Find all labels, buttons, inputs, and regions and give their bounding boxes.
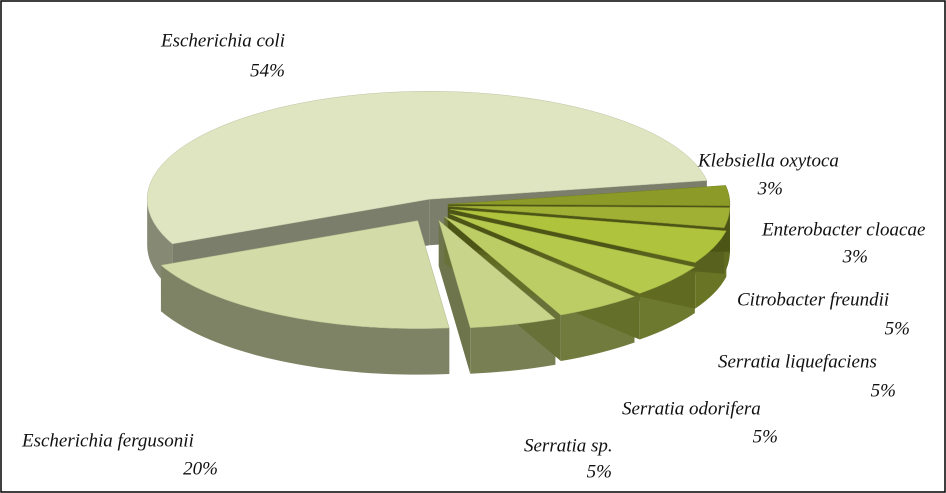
slice-tops (146, 91, 731, 329)
slice (438, 219, 556, 329)
slice (447, 185, 731, 206)
slice (160, 220, 450, 329)
value-label: 5% (587, 461, 612, 482)
value-label: 3% (757, 178, 783, 199)
value-label: 20% (183, 458, 218, 479)
value-label: 54% (250, 60, 285, 81)
slice (447, 205, 731, 229)
slice-wall (160, 265, 450, 375)
slice (146, 91, 708, 245)
slice-label: Escherichia coli (160, 30, 285, 51)
slice (449, 213, 696, 294)
value-label: 5% (753, 426, 778, 447)
slice-label: Serratia liquefaciens (718, 351, 877, 372)
slice (444, 216, 636, 316)
slice-label: Serratia odorifera (622, 398, 761, 419)
slice-label: Enterobacter cloacae (761, 219, 925, 240)
value-label: 5% (885, 318, 910, 339)
value-label: 3% (842, 246, 868, 267)
slice-label: Serratia sp. (524, 435, 613, 456)
slice (449, 208, 727, 263)
slice-label: Escherichia fergusonii (21, 430, 194, 451)
slice-label: Citrobacter freundii (737, 289, 889, 310)
value-label: 5% (871, 380, 896, 401)
slice-label: Klebsiella oxytoca (697, 150, 839, 171)
